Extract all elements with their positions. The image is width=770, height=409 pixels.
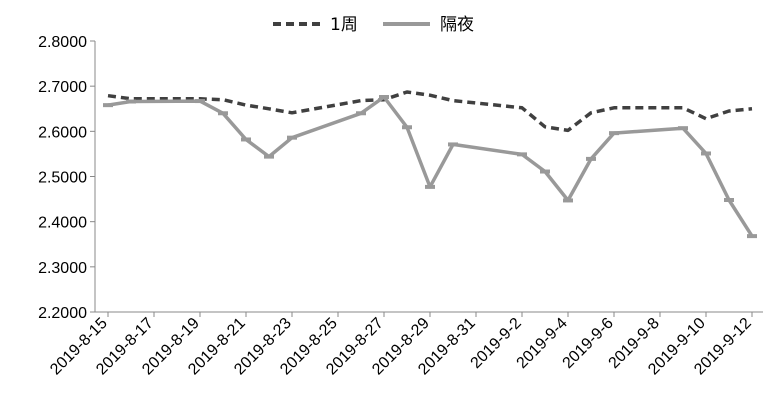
legend: 1周 隔夜 bbox=[273, 15, 474, 35]
y-tick-label: 2.7000 bbox=[38, 79, 87, 96]
axes: 2.2000 2.3000 2.4000 2.5000 2.6000 2.7000 2.80… bbox=[38, 34, 763, 378]
series-1week-line bbox=[107, 90, 753, 133]
y-tick-label: 2.4000 bbox=[38, 215, 87, 232]
legend-label-1week: 1周 bbox=[330, 15, 358, 35]
y-tick-label: 2.6000 bbox=[38, 124, 87, 141]
legend-label-overnight: 隔夜 bbox=[440, 15, 474, 35]
series-layer bbox=[103, 90, 757, 239]
series-overnight-line bbox=[107, 95, 754, 238]
y-tick-label: 2.3000 bbox=[38, 260, 87, 277]
y-tick-label: 2.8000 bbox=[38, 34, 87, 51]
y-tick-label: 2.2000 bbox=[38, 305, 87, 322]
y-tick-label: 2.5000 bbox=[38, 170, 87, 187]
